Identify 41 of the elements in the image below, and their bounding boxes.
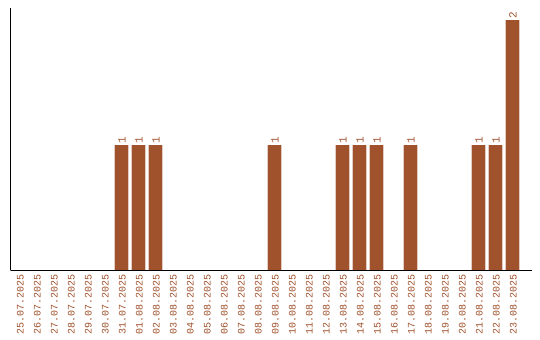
- data-label: 1: [338, 136, 350, 143]
- data-label: 2: [508, 11, 520, 18]
- x-tick-label: 18.08.2025: [424, 274, 436, 334]
- x-tick-label: 11.08.2025: [306, 274, 316, 334]
- x-tick-label: 20.08.2025: [458, 274, 470, 334]
- data-label: 1: [492, 136, 504, 143]
- data-label: 1: [134, 136, 146, 143]
- x-tick-label: 21.08.2025: [476, 274, 486, 334]
- data-label: 1: [372, 136, 384, 143]
- data-label: 1: [356, 136, 368, 143]
- x-tick-label: 05.08.2025: [204, 274, 214, 334]
- data-label: 1: [118, 136, 130, 143]
- data-label: 1: [152, 136, 164, 143]
- x-tick-label: 25.07.2025: [16, 274, 28, 334]
- x-tick-label: 29.07.2025: [84, 274, 96, 334]
- x-tick-label: 14.08.2025: [356, 274, 368, 334]
- x-tick-label: 28.07.2025: [68, 274, 78, 334]
- x-tick-label: 13.08.2025: [340, 274, 350, 334]
- x-tick-label: 22.08.2025: [492, 274, 504, 334]
- x-tick-label: 31.07.2025: [118, 274, 130, 334]
- x-tick-label: 08.08.2025: [254, 274, 266, 334]
- x-tick-label: 01.08.2025: [136, 274, 146, 334]
- x-tick-label: 12.08.2025: [322, 274, 334, 334]
- x-tick-label: 09.08.2025: [272, 274, 282, 334]
- x-tick-label: 02.08.2025: [152, 274, 164, 334]
- x-tick-label: 16.08.2025: [390, 274, 402, 334]
- x-tick-label: 23.08.2025: [510, 274, 520, 334]
- x-tick-label: 26.07.2025: [34, 274, 44, 334]
- data-label: 1: [406, 136, 418, 143]
- x-tick-label: 10.08.2025: [288, 274, 300, 334]
- x-tick-label: 07.08.2025: [238, 274, 248, 334]
- data-label: 1: [474, 136, 486, 143]
- x-tick-label: 30.07.2025: [102, 274, 112, 334]
- x-tick-label: 19.08.2025: [442, 274, 452, 334]
- x-tick-label: 17.08.2025: [408, 274, 418, 334]
- x-tick-label: 06.08.2025: [220, 274, 232, 334]
- x-tick-label: 03.08.2025: [170, 274, 180, 334]
- x-tick-label: 27.07.2025: [50, 274, 62, 334]
- x-tick-label: 15.08.2025: [374, 274, 384, 334]
- x-tick-label: 04.08.2025: [186, 274, 198, 334]
- data-label: 1: [270, 136, 282, 143]
